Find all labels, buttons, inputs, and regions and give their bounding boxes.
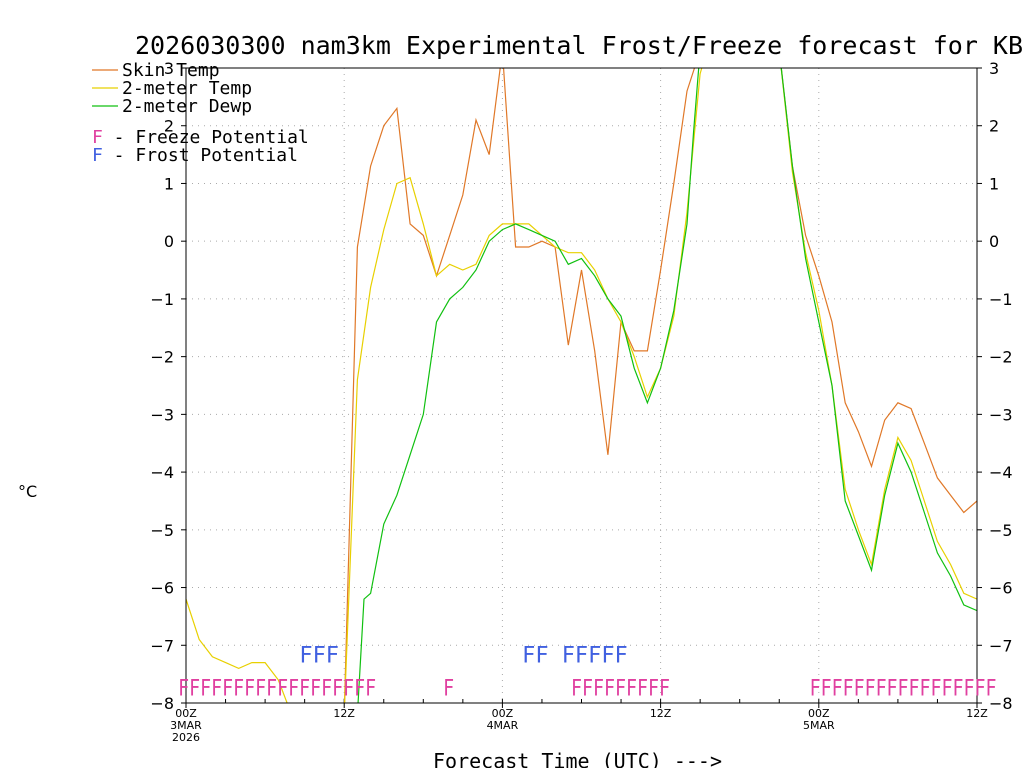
frost-flag: FFFFF — [562, 644, 628, 669]
y-axis-label: °C — [18, 482, 37, 501]
y-tick-label-right: −4 — [989, 463, 1013, 482]
plot-frame — [185, 67, 978, 704]
y-tick-label-right: 1 — [989, 174, 999, 193]
x-tick-label: 00Z — [175, 707, 197, 720]
y-tick-label-right: −5 — [989, 521, 1013, 540]
x-tick-label: 12Z — [333, 707, 355, 720]
freeze-flag: F — [443, 676, 454, 701]
x-tick-label: 12Z — [966, 707, 988, 720]
y-tick-label-right: 2 — [989, 117, 999, 136]
y-tick-label-right: −1 — [989, 290, 1013, 309]
frost-flag: FF — [522, 644, 548, 669]
x-tick-label: 12Z — [650, 707, 672, 720]
chart-title: 2026030300 nam3km Experimental Frost/Fre… — [135, 31, 1024, 60]
y-tick-label-left: 2 — [164, 117, 174, 136]
flag-legend-item: F - Frost Potential — [92, 145, 298, 166]
grid — [185, 68, 978, 703]
freeze-flag: FFFFFFFFFFFFFFFFFF — [178, 676, 376, 701]
y-tick-label-right: −6 — [989, 579, 1013, 598]
flag-legend-letter: F — [92, 145, 103, 166]
y-axis-right: 3 2 1 0 −1 −2 −3 −4 −5 −6 −7 −8 — [977, 59, 1013, 713]
y-tick-label-left: −7 — [150, 636, 174, 655]
series-line-2-meter-temp — [186, 68, 977, 703]
flag-legend-item: F - Freeze Potential — [92, 127, 309, 148]
frost-flag: FFF — [299, 644, 339, 669]
series-line-skin-temp — [343, 68, 977, 703]
freeze-flag: FFFFFFFFFFFFFFFFF — [810, 676, 997, 701]
x-axis-label: Forecast Time (UTC) ---> — [433, 749, 722, 768]
freeze-flag: FFFFFFFFF — [571, 676, 670, 701]
y-tick-label-right: −3 — [989, 405, 1013, 424]
y-tick-label-left: −5 — [150, 521, 174, 540]
y-tick-label-left: 0 — [164, 232, 174, 251]
flag-rows: FFFFFFFFFFFFFFFFFF F FFFFFFFFF FFFFFFFFFFFF… — [178, 644, 996, 702]
y-tick-label-left: −6 — [150, 579, 174, 598]
x-tick-label: 00Z — [492, 707, 514, 720]
flag-legend-letter: F — [92, 127, 103, 148]
flag-legend-text: - Frost Potential — [103, 145, 298, 166]
y-tick-label-left: 1 — [164, 174, 174, 193]
x-tick-label: 00Z — [808, 707, 830, 720]
legend-label: 2-meter Dewp — [122, 96, 252, 117]
y-tick-label-right: 0 — [989, 232, 999, 251]
y-tick-label-right: −2 — [989, 348, 1013, 367]
x-tick-date: 4MAR — [487, 719, 519, 732]
y-tick-label-left: −1 — [150, 290, 174, 309]
y-tick-label-left: 3 — [164, 59, 174, 78]
y-tick-label-left: −2 — [150, 348, 174, 367]
y-tick-label-right: −8 — [989, 694, 1013, 713]
series-line-2-meter-dewp — [357, 68, 977, 703]
flag-legend-text: - Freeze Potential — [103, 127, 309, 148]
x-tick-year: 2026 — [172, 731, 200, 744]
legend-label: 2-meter Temp — [122, 78, 252, 99]
y-tick-label-right: 3 — [989, 59, 999, 78]
legend-label: Skin Temp — [122, 60, 220, 81]
y-axis-left: 3 2 1 0 −1 −2 −3 −4 −5 −6 −7 −8 — [150, 59, 186, 713]
x-tick-date: 3MAR — [170, 719, 202, 732]
y-tick-label-left: −3 — [150, 405, 174, 424]
x-tick-date: 5MAR — [803, 719, 835, 732]
y-tick-label-right: −7 — [989, 636, 1013, 655]
y-tick-label-left: −4 — [150, 463, 174, 482]
y-tick-label-left: −8 — [150, 694, 174, 713]
series-group — [186, 68, 977, 703]
